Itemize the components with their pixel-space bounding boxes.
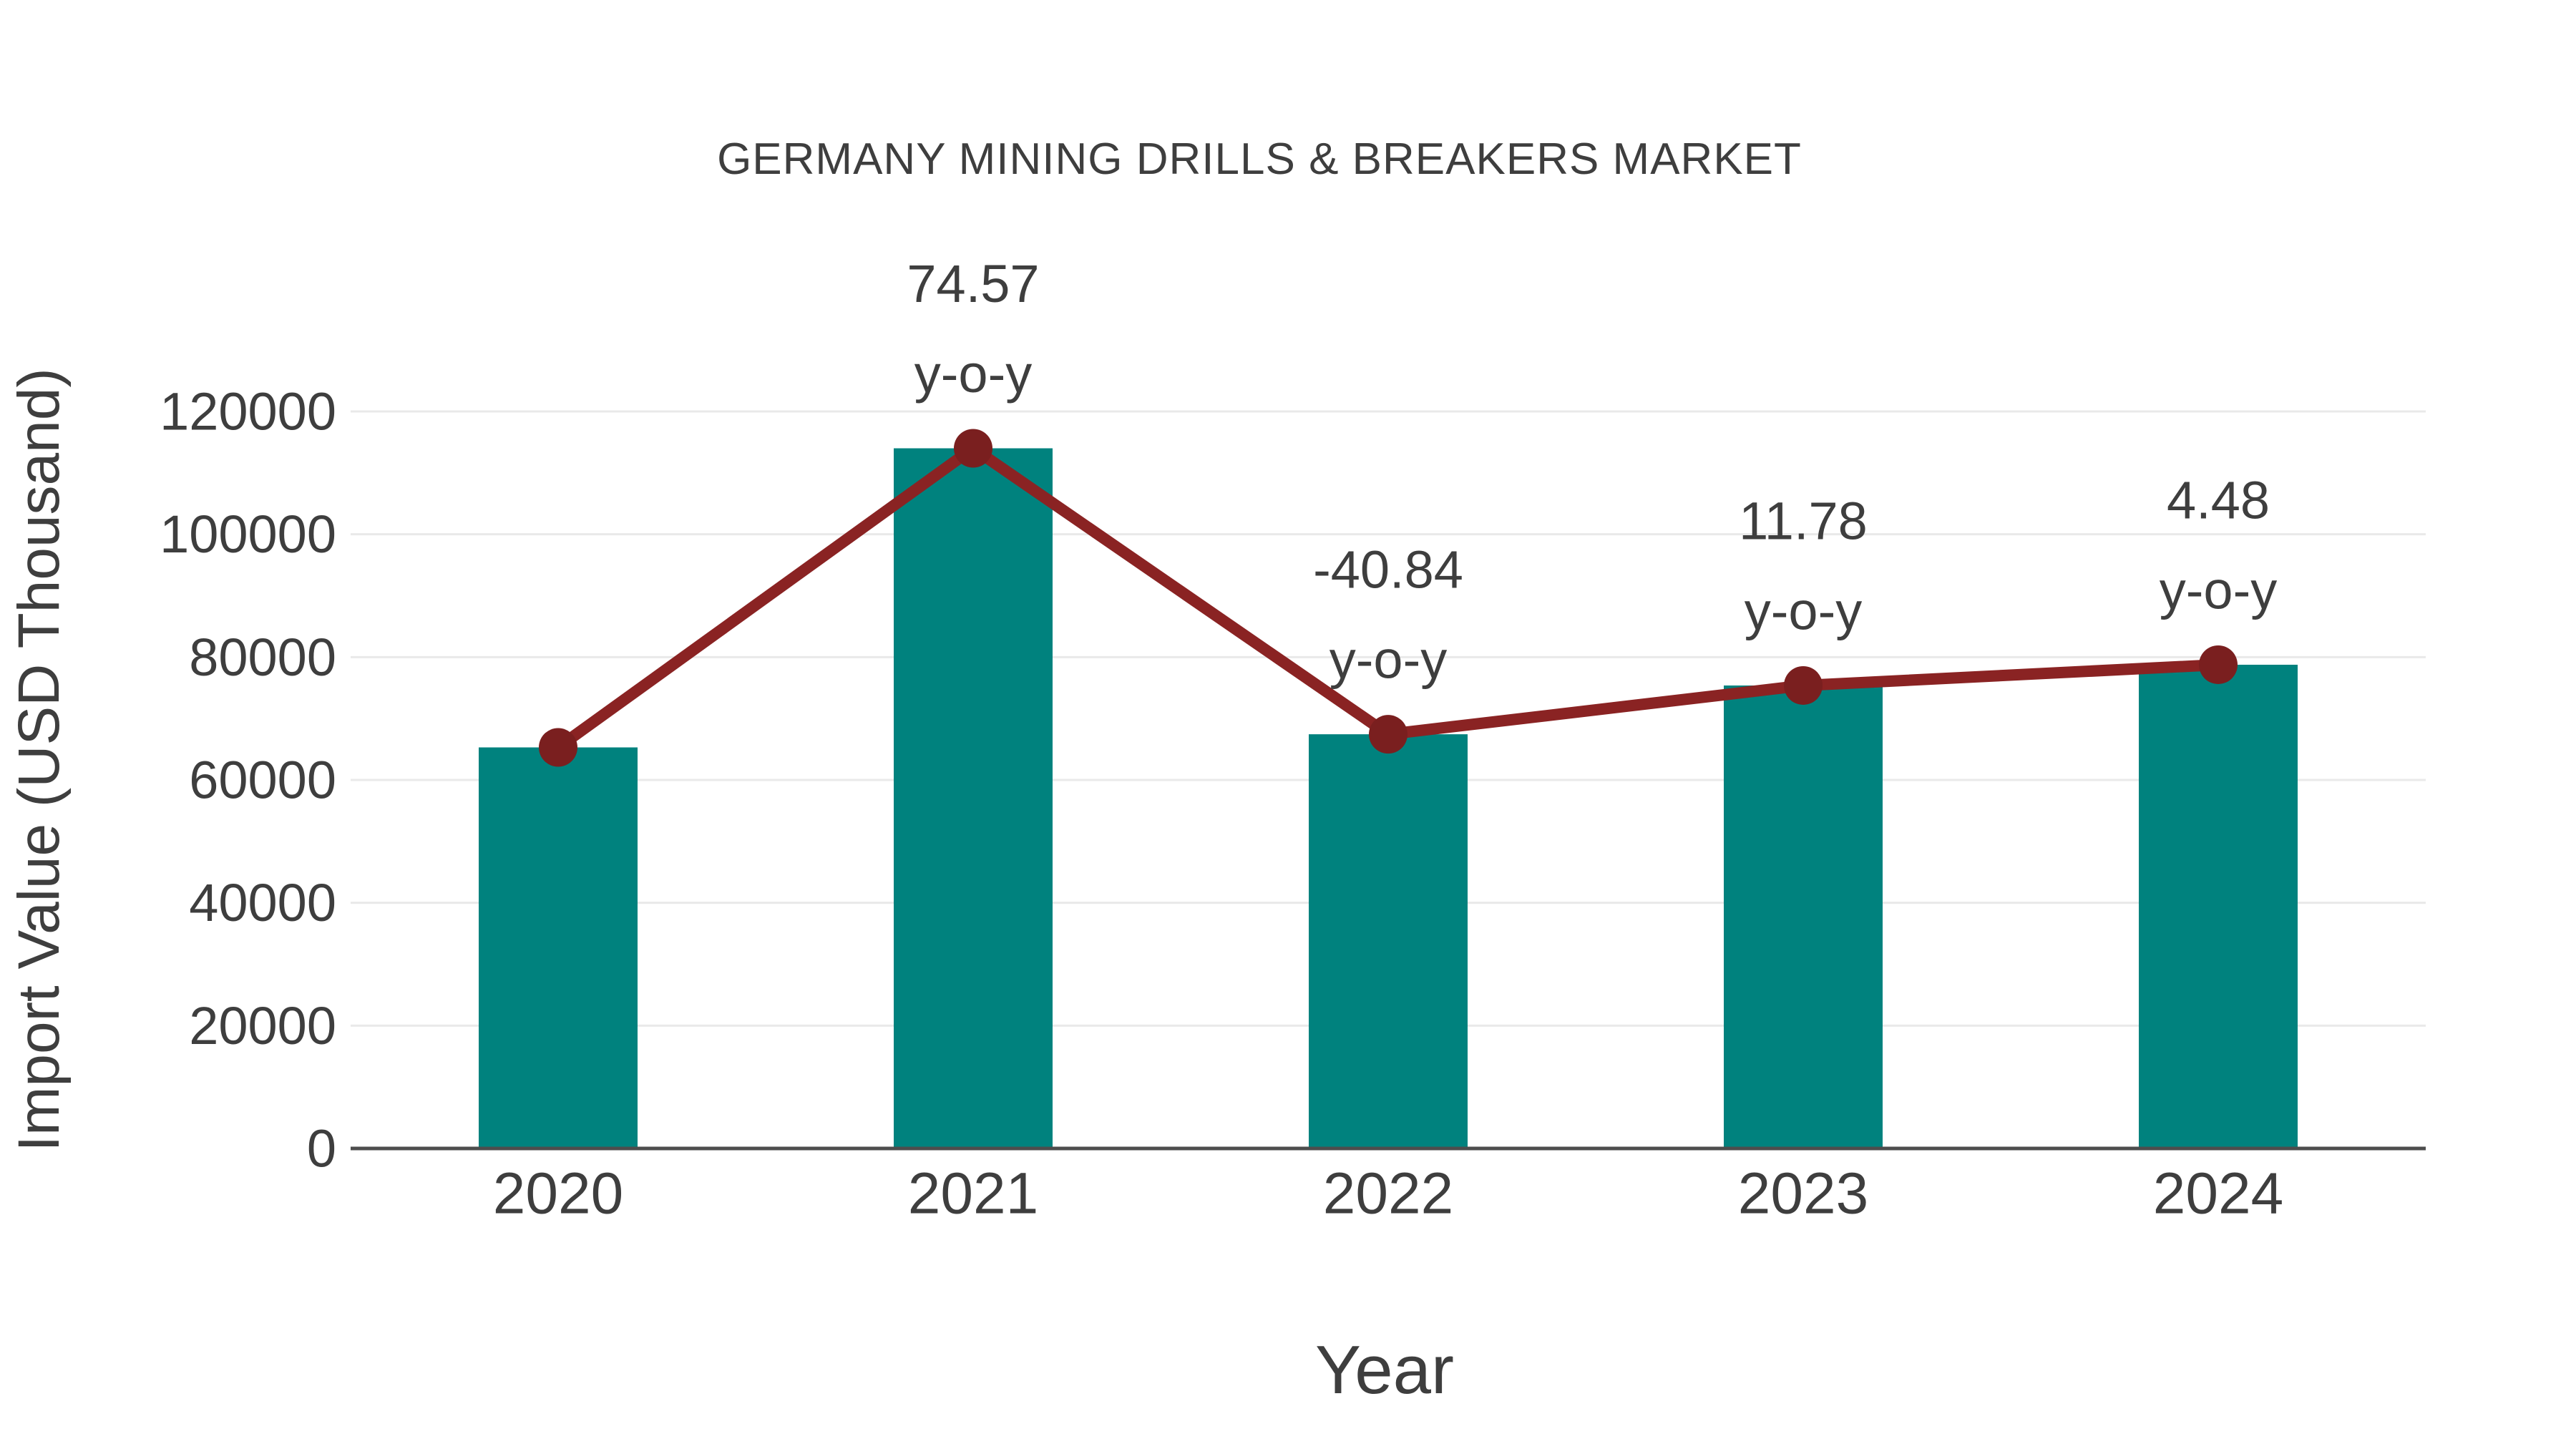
yoy-suffix-2021: y-o-y bbox=[914, 344, 1032, 404]
y-tick-label-100000: 100000 bbox=[160, 504, 336, 564]
y-tick-label-40000: 40000 bbox=[189, 873, 336, 932]
yoy-annotations: 74.57 y-o-y -40.84 y-o-y 11.78 y-o-y 4.48 y-o-y bbox=[907, 254, 2277, 690]
trend-marker-2022 bbox=[1369, 715, 1407, 754]
x-tick-label-2023: 2023 bbox=[1738, 1161, 1868, 1226]
y-tick-label-80000: 80000 bbox=[189, 628, 336, 687]
x-tick-label-2021: 2021 bbox=[908, 1161, 1038, 1226]
bar-2022 bbox=[1309, 734, 1468, 1148]
bar-2024 bbox=[2139, 664, 2298, 1148]
bar-2021 bbox=[894, 448, 1053, 1148]
bar-series bbox=[479, 448, 2298, 1148]
yoy-value-2023: 11.78 bbox=[1739, 491, 1868, 550]
chart-title: GERMANY MINING DRILLS & BREAKERS MARKET bbox=[717, 135, 1802, 184]
x-tick-label-2020: 2020 bbox=[493, 1161, 623, 1226]
yoy-value-2022: -40.84 bbox=[1313, 540, 1463, 600]
trend-marker-2021 bbox=[954, 429, 992, 468]
yoy-value-2024: 4.48 bbox=[2167, 470, 2270, 530]
trend-marker-2020 bbox=[539, 728, 577, 767]
trend-line-series bbox=[539, 429, 2238, 767]
yoy-suffix-2023: y-o-y bbox=[1745, 581, 1862, 640]
bar-2020 bbox=[479, 747, 638, 1148]
y-tick-label-20000: 20000 bbox=[189, 996, 336, 1055]
trend-marker-2023 bbox=[1784, 665, 1823, 705]
y-axis-title: Import Value (USD Thousand) bbox=[6, 368, 72, 1151]
x-tick-label-2024: 2024 bbox=[2153, 1161, 2283, 1226]
yoy-suffix-2022: y-o-y bbox=[1330, 630, 1447, 690]
bar-2023 bbox=[1724, 685, 1883, 1148]
x-axis-tick-labels: 2020 2021 2022 2023 2024 bbox=[493, 1161, 2283, 1226]
y-axis-tick-labels: 0 20000 40000 60000 80000 100000 120000 bbox=[160, 382, 336, 1179]
trend-marker-2024 bbox=[2199, 645, 2238, 684]
yoy-value-2021: 74.57 bbox=[907, 254, 1039, 313]
x-tick-label-2022: 2022 bbox=[1323, 1161, 1453, 1226]
x-axis-title: Year bbox=[1315, 1332, 1454, 1408]
y-tick-label-120000: 120000 bbox=[160, 382, 336, 441]
y-tick-label-0: 0 bbox=[307, 1119, 336, 1179]
y-tick-label-60000: 60000 bbox=[189, 751, 336, 810]
yoy-suffix-2024: y-o-y bbox=[2160, 560, 2277, 620]
